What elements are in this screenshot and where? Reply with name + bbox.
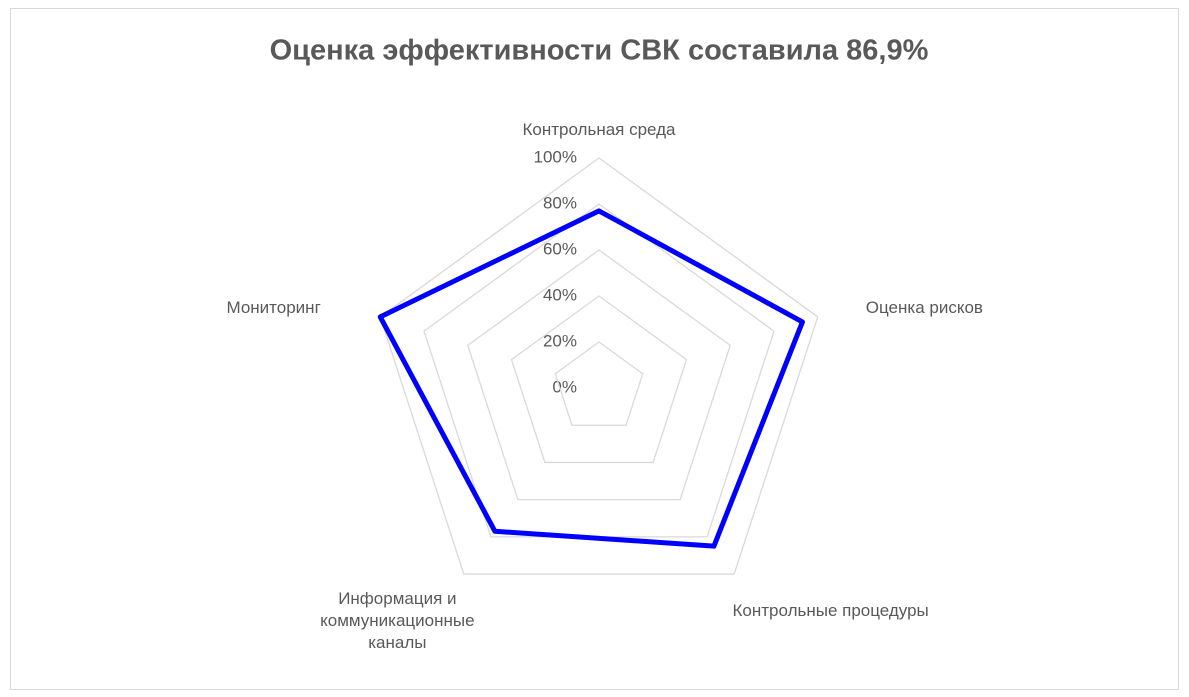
r-tick-label: 0%: [552, 377, 577, 396]
grid-ring: [466, 249, 732, 501]
grid-ring: [379, 157, 819, 575]
category-label: Информация и коммуникационные каналы: [320, 588, 475, 652]
r-tick-label: 100%: [534, 147, 577, 166]
category-label: Контрольные процедуры: [732, 600, 929, 620]
r-tick-label: 80%: [543, 193, 577, 212]
chart-frame: [10, 8, 1179, 690]
r-tick-label: 40%: [543, 285, 577, 304]
category-label: Оценка рисков: [865, 298, 983, 318]
chart-title: Оценка эффективности СВК составила 86,9%: [270, 35, 929, 67]
category-label: Мониторинг: [226, 298, 321, 318]
category-label: Контрольная среда: [522, 120, 676, 139]
r-tick-label: 60%: [543, 239, 577, 258]
radar-line: [377, 208, 805, 549]
grid-ring: [554, 341, 644, 426]
r-tick-label: 20%: [543, 331, 577, 350]
grid-ring: [510, 295, 688, 464]
